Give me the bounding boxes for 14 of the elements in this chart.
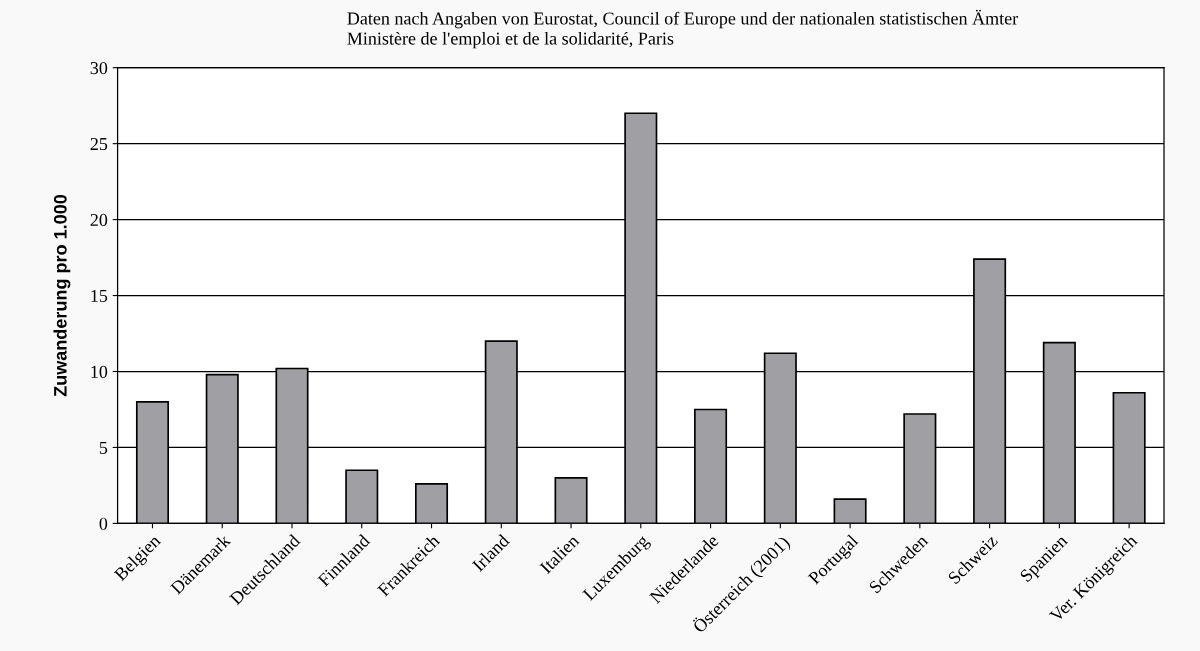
y-tick-label: 10 (91, 365, 108, 378)
y-tick-label: 20 (90, 213, 108, 227)
y-axis-title: Zuwanderung pro 1.000 (53, 194, 71, 397)
bar (833, 498, 867, 524)
y-tick-label: 30 (90, 61, 108, 75)
bar (554, 476, 588, 524)
text: Daten nach Angaben von Eurostat, Council of Europe und der nationalen statistischen Ämter (347, 9, 1019, 29)
y-tick-label: 0 (99, 517, 108, 530)
y-tick-label: 15 (91, 289, 108, 302)
y-tick-label: 25 (90, 137, 108, 151)
bar (414, 483, 449, 524)
bar (345, 469, 379, 524)
text: Ministère de l'emploi et de la solidarité, Paris (347, 31, 674, 49)
y-tick-label: 5 (99, 441, 108, 454)
